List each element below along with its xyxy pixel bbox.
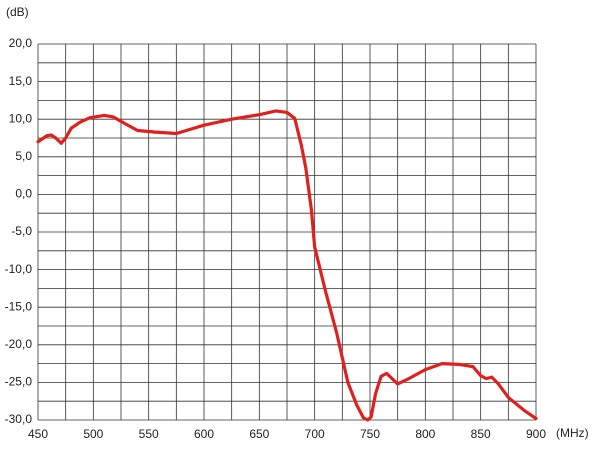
x-tick-label: 750 <box>360 427 380 441</box>
y-tick-label: -10,0 <box>5 262 33 276</box>
y-tick-label: -25,0 <box>5 375 33 389</box>
y-tick-label: -5,0 <box>11 224 32 238</box>
y-tick-label: 15,0 <box>9 74 33 88</box>
x-tick-label: 700 <box>305 427 325 441</box>
x-tick-label: 800 <box>415 427 435 441</box>
x-tick-label: 550 <box>139 427 159 441</box>
y-tick-label: 5,0 <box>15 149 32 163</box>
x-tick-label: 450 <box>28 427 48 441</box>
x-tick-label: 500 <box>83 427 103 441</box>
x-axis-label: (MHz) <box>556 426 589 440</box>
data-line <box>36 109 538 422</box>
x-tick-label: 850 <box>471 427 491 441</box>
x-tick-label: 650 <box>249 427 269 441</box>
x-tick-label: 600 <box>194 427 214 441</box>
y-tick-label: 10,0 <box>9 111 33 125</box>
y-tick-label: 0,0 <box>15 187 32 201</box>
y-tick-label: -20,0 <box>5 337 33 351</box>
y-tick-label: -30,0 <box>5 412 33 426</box>
x-tick-label: 900 <box>526 427 546 441</box>
y-tick-label: 20,0 <box>9 36 33 50</box>
y-tick-label: -15,0 <box>5 299 33 313</box>
y-axis-label: (dB) <box>6 5 29 19</box>
